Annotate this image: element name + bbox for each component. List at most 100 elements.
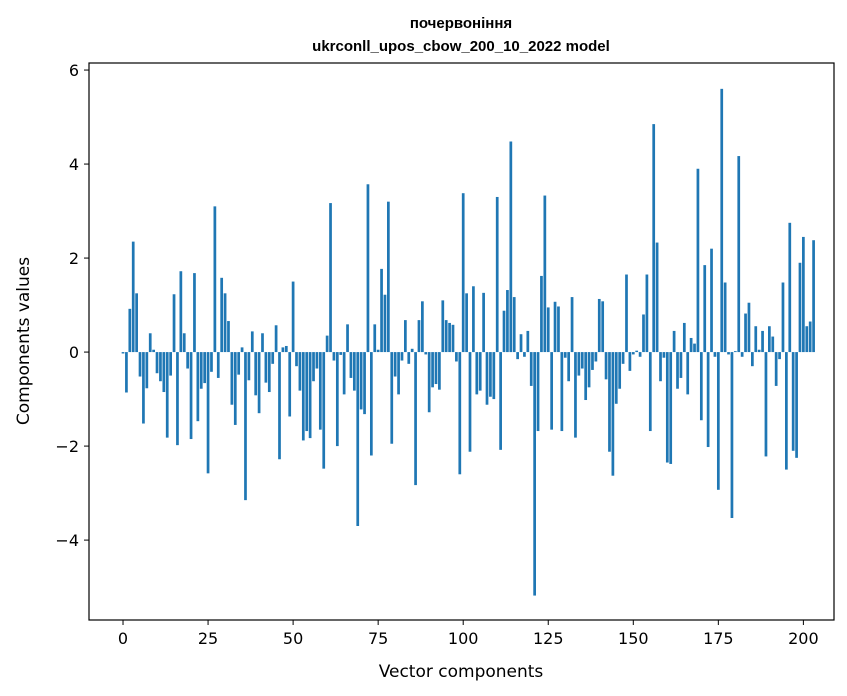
x-axis-ticks: 0 25 50 75 100 125 150 175 200 <box>118 620 819 648</box>
bar-115 <box>512 297 516 353</box>
bar-9 <box>152 349 155 353</box>
x-tick-label: 100 <box>448 629 479 648</box>
bar-18 <box>182 333 186 353</box>
bar-200 <box>802 236 805 353</box>
bar-94 <box>441 300 445 353</box>
bar-88 <box>421 301 424 353</box>
bar-17 <box>179 271 183 353</box>
bar-156 <box>652 124 656 353</box>
bar-75 <box>376 349 380 353</box>
bar-179 <box>730 352 734 518</box>
bar-195 <box>785 352 788 470</box>
bar-29 <box>220 277 224 353</box>
bar-141 <box>601 301 605 353</box>
bar-58 <box>318 352 322 430</box>
bar-150 <box>631 352 635 355</box>
bar-173 <box>710 248 713 353</box>
bar-series <box>121 88 815 596</box>
x-tick-label: 0 <box>118 629 128 648</box>
bar-19 <box>186 352 190 369</box>
x-tick-label: 150 <box>618 629 649 648</box>
bar-5 <box>138 352 142 377</box>
bar-33 <box>233 352 237 425</box>
bar-73 <box>369 352 373 456</box>
bar-191 <box>771 336 775 353</box>
bar-15 <box>172 294 176 353</box>
bar-194 <box>781 282 785 353</box>
bar-36 <box>244 352 247 501</box>
bar-7 <box>145 352 149 389</box>
bar-83 <box>404 320 407 353</box>
bar-100 <box>461 193 465 353</box>
bar-43 <box>267 352 271 393</box>
bar-110 <box>495 196 499 353</box>
bar-184 <box>747 302 751 353</box>
bar-76 <box>380 268 383 353</box>
bar-21 <box>193 273 196 353</box>
bar-81 <box>397 352 400 395</box>
bar-63 <box>335 352 339 447</box>
bar-45 <box>274 325 278 353</box>
bar-0 <box>121 352 125 354</box>
bar-65 <box>342 352 346 395</box>
y-axis-label: Components values <box>14 257 34 425</box>
bar-105 <box>478 352 482 391</box>
bar-64 <box>339 352 343 355</box>
bar-23 <box>199 352 203 389</box>
bar-134 <box>577 352 581 376</box>
bar-6 <box>142 352 145 424</box>
bar-84 <box>407 352 411 364</box>
bar-144 <box>611 352 615 476</box>
bar-167 <box>689 337 693 353</box>
bar-180 <box>733 351 737 353</box>
bar-46 <box>278 352 281 460</box>
bar-39 <box>254 352 258 396</box>
bar-62 <box>332 352 336 361</box>
bar-159 <box>662 352 666 358</box>
bar-47 <box>281 347 285 353</box>
bar-174 <box>713 352 717 357</box>
bar-193 <box>778 352 781 360</box>
bar-54 <box>305 352 309 432</box>
bar-48 <box>284 345 288 353</box>
bar-176 <box>720 88 724 353</box>
y-tick-label: 6 <box>69 61 79 80</box>
bar-142 <box>604 352 608 380</box>
bar-27 <box>213 206 217 353</box>
bar-202 <box>808 321 812 353</box>
bar-3 <box>131 241 135 353</box>
y-tick-label: −4 <box>55 531 79 550</box>
bar-139 <box>594 352 598 362</box>
bar-82 <box>400 352 404 361</box>
bar-186 <box>754 326 758 353</box>
bar-132 <box>570 297 574 353</box>
bar-192 <box>774 352 778 386</box>
bar-171 <box>703 265 707 353</box>
bar-188 <box>761 330 764 353</box>
bar-157 <box>655 242 659 353</box>
x-tick-label: 125 <box>533 629 564 648</box>
bar-111 <box>499 352 502 450</box>
bar-138 <box>591 352 594 370</box>
bar-128 <box>557 306 560 353</box>
bar-8 <box>148 333 152 353</box>
bar-85 <box>410 348 414 353</box>
bar-203 <box>812 240 815 353</box>
chart-title-line-1: почервоніння <box>410 15 512 32</box>
bar-98 <box>455 352 458 362</box>
bar-181 <box>737 156 741 353</box>
bar-72 <box>366 184 370 353</box>
bar-152 <box>638 352 642 357</box>
bar-168 <box>693 343 696 353</box>
bar-59 <box>322 352 326 469</box>
bar-127 <box>553 301 557 353</box>
x-tick-label: 50 <box>283 629 303 648</box>
bar-163 <box>676 352 679 389</box>
bar-178 <box>727 352 730 355</box>
bar-35 <box>240 347 244 353</box>
bar-148 <box>625 274 628 353</box>
y-tick-label: −2 <box>55 437 79 456</box>
bar-182 <box>740 352 744 357</box>
bar-51 <box>295 352 298 367</box>
bar-38 <box>250 331 254 353</box>
